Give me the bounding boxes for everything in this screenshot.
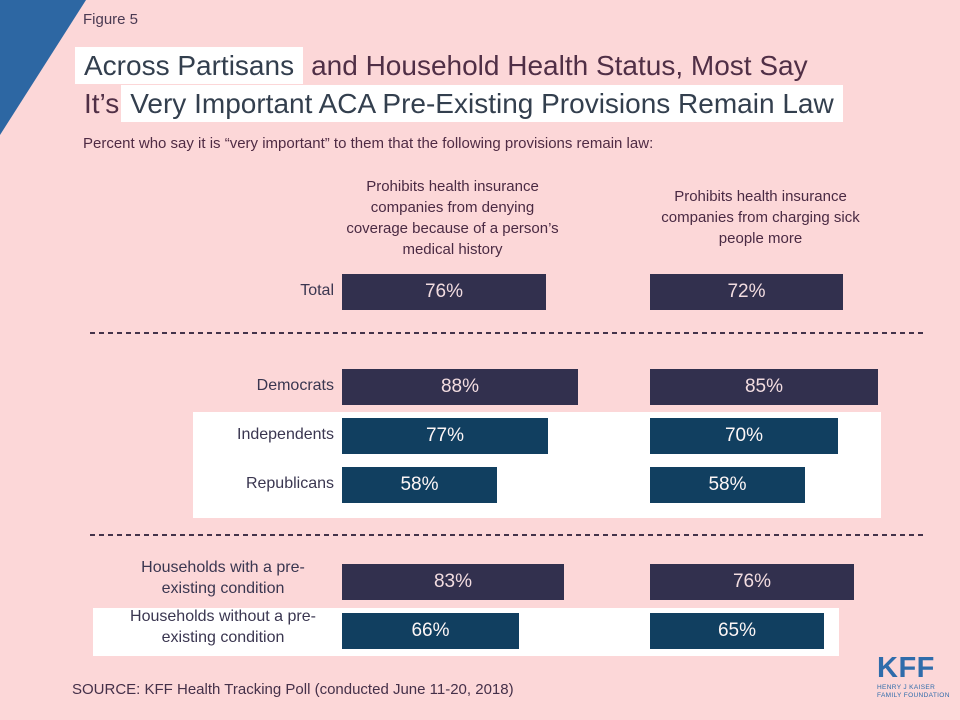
bar-independents-denying: 77% — [342, 418, 548, 454]
slide-title: Across Partisans and Household Health Sta… — [75, 47, 843, 123]
bar-independents-charging: 70% — [650, 418, 838, 454]
row-label-total: Total — [300, 282, 334, 299]
bar-households-with-denying: 83% — [342, 564, 564, 600]
subtitle: Percent who say it is “very important” t… — [83, 135, 654, 152]
figure-label: Figure 5 — [83, 11, 139, 28]
column-header-charging-more: Prohibits health insurance companies fro… — [661, 188, 860, 247]
bar-value: 77% — [425, 425, 465, 446]
title-line-1: Across Partisans and Household Health Sta… — [75, 47, 843, 85]
kff-logo-tagline-1: HENRY J KAISER — [877, 684, 936, 691]
bar-value: 72% — [727, 281, 766, 302]
title-highlight-1: Across Partisans — [75, 47, 304, 84]
bar-value: 66% — [411, 620, 450, 641]
title-prefix-2: It’s — [84, 88, 120, 119]
bar-total-denying: 76% — [342, 274, 546, 310]
bar-value: 88% — [440, 376, 480, 397]
bar-households-without-denying: 66% — [342, 613, 519, 649]
bar-total-charging: 72% — [650, 274, 843, 310]
bar-value: 76% — [424, 281, 464, 302]
dashed-divider-2 — [90, 534, 926, 536]
title-rest-1: and Household Health Status, Most Say — [311, 50, 808, 81]
kff-logo-tagline-2: FAMILY FOUNDATION — [877, 691, 950, 699]
bar-democrats-denying: 88% — [342, 369, 578, 405]
kff-logo: KFF HENRY J KAISER FAMILY FOUNDATION — [877, 652, 950, 699]
bar-value: 58% — [708, 474, 747, 495]
row-label-democrats: Democrats — [256, 377, 334, 394]
bar-value: 85% — [744, 376, 784, 397]
row-label-households-with: Households with a pre- existing conditio… — [141, 559, 305, 597]
bar-democrats-charging: 85% — [650, 369, 878, 405]
row-label-households-without: Households without a pre- existing condi… — [130, 608, 316, 646]
bar-value: 65% — [717, 620, 757, 641]
row-label-independents: Independents — [237, 426, 334, 443]
row-label-republicans: Republicans — [245, 475, 334, 492]
bar-households-with-charging: 76% — [650, 564, 854, 600]
corner-triangle-decoration — [0, 0, 86, 135]
title-highlight-2: Very Important ACA Pre-Existing Provisio… — [121, 85, 843, 122]
dashed-divider-1 — [90, 332, 926, 334]
title-line-2: It’s Very Important ACA Pre-Existing Prov… — [75, 85, 843, 123]
bar-value: 76% — [732, 571, 772, 592]
kff-logo-text: KFF — [877, 652, 935, 684]
column-header-denying-coverage: Prohibits health insurance companies fro… — [346, 178, 559, 258]
bar-republicans-denying: 58% — [342, 467, 497, 503]
bar-households-without-charging: 65% — [650, 613, 824, 649]
bar-value: 58% — [400, 474, 439, 495]
bar-republicans-charging: 58% — [650, 467, 805, 503]
source-note: SOURCE: KFF Health Tracking Poll (conduc… — [72, 681, 514, 698]
bar-value: 83% — [433, 571, 473, 592]
bar-value: 70% — [724, 425, 764, 446]
